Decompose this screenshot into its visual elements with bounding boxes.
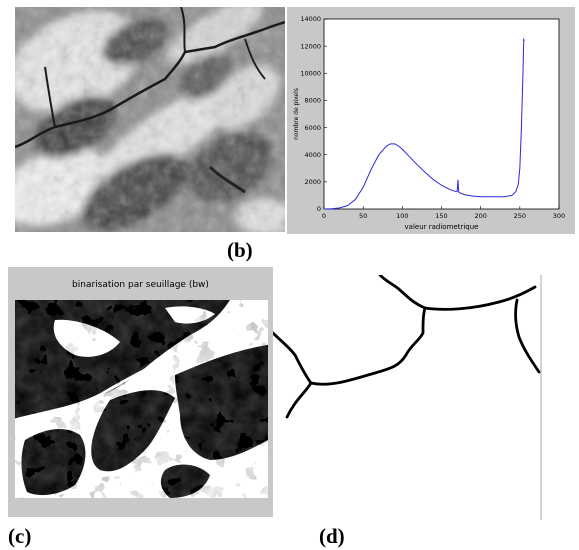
x-tick-label: 100 — [396, 212, 408, 220]
panel-label-b: (b) — [227, 238, 253, 262]
satellite-image-drawing — [15, 7, 285, 232]
x-tick-label: 150 — [435, 212, 447, 220]
y-tick-label: 4000 — [304, 151, 321, 159]
x-tick-label: 50 — [359, 212, 367, 220]
y-tick-label: 0 — [317, 205, 321, 213]
y-tick-label: 14000 — [300, 15, 321, 23]
y-tick-label: 10000 — [300, 69, 321, 77]
histogram-figure: 0 50 100 150 200 250 300 0 2000 4000 6000 8000 10000… — [287, 7, 575, 234]
satellite-image — [15, 7, 285, 232]
y-tick-label: 2000 — [304, 178, 321, 186]
x-tick-label: 0 — [322, 212, 326, 220]
x-tick-label: 250 — [514, 212, 526, 220]
network-paths — [271, 273, 541, 419]
y-tick-label: 12000 — [300, 42, 321, 50]
plot-area — [323, 18, 560, 210]
binary-image — [15, 300, 268, 498]
binarization-figure: binarisation par seuillage (bw) — [8, 267, 273, 517]
x-tick-label: 200 — [474, 212, 486, 220]
histogram-chart: 0 50 100 150 200 250 300 0 2000 4000 6000 8000 10000… — [293, 15, 565, 231]
y-tick-label: 8000 — [304, 97, 321, 105]
x-axis-label: valeur radiometrique — [405, 223, 479, 231]
x-tick-label: 300 — [553, 212, 565, 220]
y-axis-label: nombre de pixels — [293, 88, 300, 140]
panel-label-d: (d) — [319, 524, 345, 548]
lineament-network — [271, 273, 543, 520]
binarization-title: binarisation par seuillage (bw) — [72, 280, 209, 290]
network-drawing — [271, 273, 542, 520]
panel-label-c: (c) — [8, 524, 32, 548]
y-tick-label: 6000 — [304, 124, 321, 132]
series-line — [323, 37, 525, 210]
